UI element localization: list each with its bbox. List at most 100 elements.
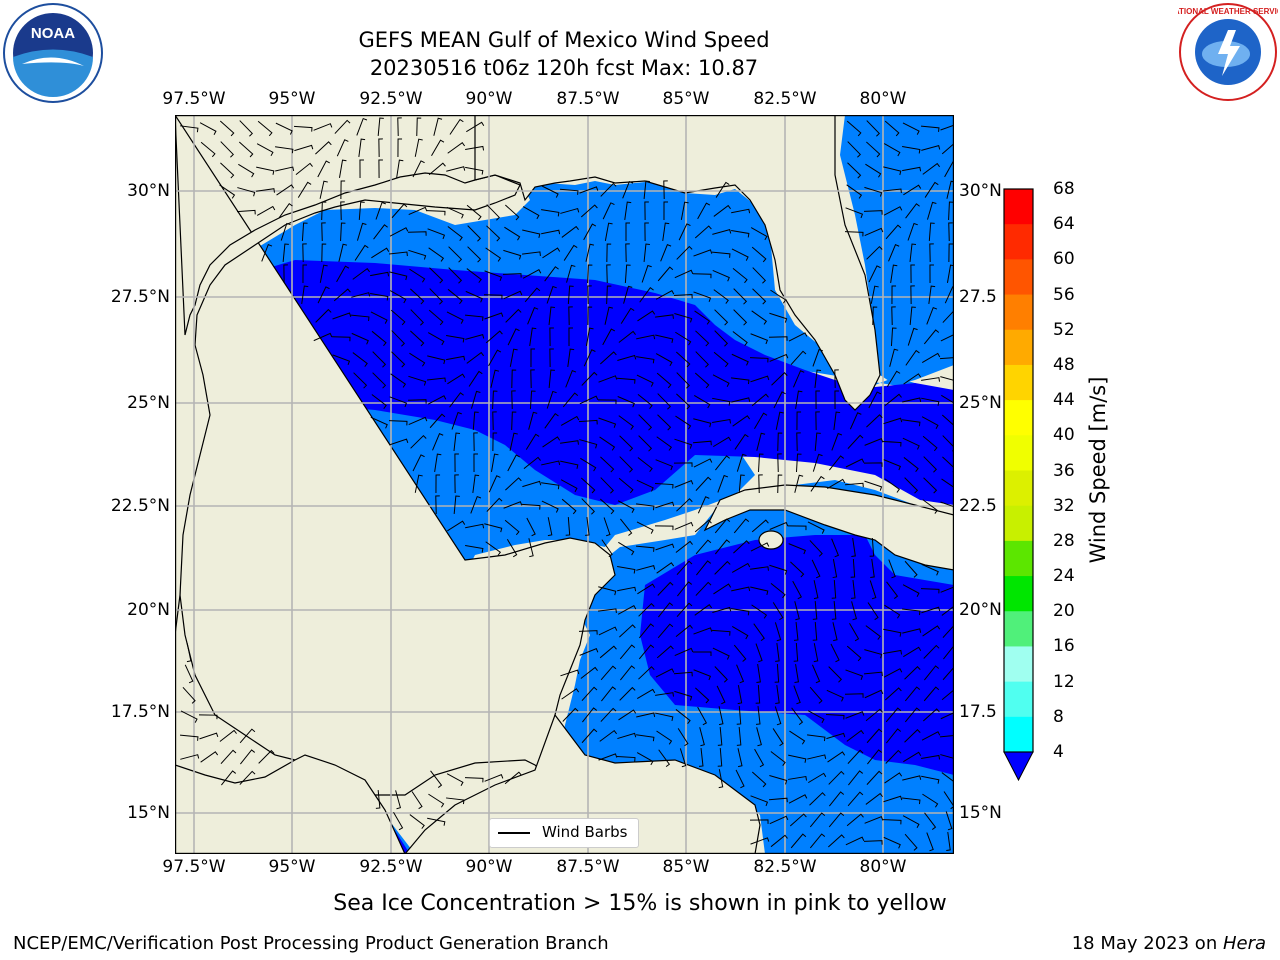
wind-barb [521,503,541,510]
wind-barb [599,351,617,365]
wind-barb [560,415,580,426]
wind-barb [580,477,596,494]
chart-subtitle: 20230516 t06z 120h fcst Max: 10.87 [369,56,759,80]
wind-barb [656,562,675,574]
wind-barb [891,285,897,305]
wind-barb [408,375,427,386]
wind-barb [921,606,941,614]
wind-barb [812,621,818,641]
wind-barb [865,625,881,640]
legend-label: Wind Barbs [542,823,628,841]
wind-barb [657,414,672,431]
wind-barb [757,453,764,473]
wind-barb [617,500,635,514]
wind-barb [636,503,655,511]
wind-barb [750,586,769,596]
lon-tick-top: 80°W [859,89,907,109]
wind-barb [278,202,293,219]
wind-barb [948,222,953,242]
wind-barb [921,352,941,363]
wind-barb [618,415,634,430]
wind-barb [888,559,896,579]
wind-barb [884,120,900,137]
wind-barb [750,227,768,241]
wind-barb [926,832,934,852]
wind-barb [179,734,199,741]
wind-barb [736,453,747,472]
wind-barb [751,771,767,788]
wind-barb [942,624,954,638]
colorbar-segments [1004,189,1033,753]
wind-barb [768,336,788,341]
wind-barb [389,438,409,446]
wind-barb [256,143,274,157]
wind-barb [941,478,954,493]
wind-barb [696,560,712,576]
wind-barb [655,459,674,471]
wind-barb [237,187,256,197]
wind-barb [429,288,443,305]
wind-barb [486,497,503,512]
wind-barb [714,666,728,683]
wind-barb [846,729,865,742]
wind-barb [737,685,743,705]
wind-barb [655,353,673,367]
wind-barb [885,728,902,744]
wind-barb [828,770,845,785]
wind-barb [789,813,807,827]
wind-barb [849,622,860,642]
wind-barb [656,372,672,389]
wind-barb [503,501,523,509]
wind-barb [184,664,194,684]
wind-barb [373,224,388,240]
wind-barb [332,312,352,320]
wind-barb [351,292,371,298]
wind-barb [793,642,799,662]
wind-barb [846,813,864,827]
wind-barb [391,203,408,219]
wind-barb [864,816,884,824]
wind-barb [883,206,903,216]
wind-barb [449,118,464,135]
wind-barb [236,209,256,215]
wind-barb [903,646,922,658]
lon-tick-bottom: 90°W [465,857,513,877]
wind-barb [601,686,617,702]
wind-barb [598,753,618,761]
wind-barb [910,264,915,284]
wind-barb [544,266,559,282]
wind-barb [485,541,501,556]
wind-barb [697,496,710,514]
wind-barb [238,163,255,178]
wind-barb [695,581,712,596]
wind-barb [699,727,705,747]
wind-barb [409,352,426,367]
wind-barb [677,728,689,747]
wind-barb [731,377,750,385]
isle-of-youth-land [758,530,784,550]
wind-barb [180,710,198,723]
wind-barb [581,728,598,744]
wind-barb [946,832,951,851]
wind-barb [358,201,365,221]
wind-barb [530,348,536,368]
wind-barb [923,456,938,473]
wind-barb [775,685,780,704]
wind-barb [940,376,954,381]
wind-barb [790,561,805,578]
wind-barb [239,770,256,785]
wind-barb [758,474,763,494]
wind-barb [676,372,690,389]
wind-barb [903,457,919,473]
wind-barb [522,251,541,256]
wind-barb [600,182,617,197]
wind-barb [921,731,941,741]
footer-machine: Hera [1222,933,1266,954]
footer-date-text: 18 May 2023 on [1071,933,1223,954]
wind-barb [294,144,314,152]
wind-barb [866,245,883,260]
wind-barb [599,498,615,515]
wind-barb [617,565,636,574]
wind-barb [472,474,480,493]
wind-barb [756,432,766,451]
